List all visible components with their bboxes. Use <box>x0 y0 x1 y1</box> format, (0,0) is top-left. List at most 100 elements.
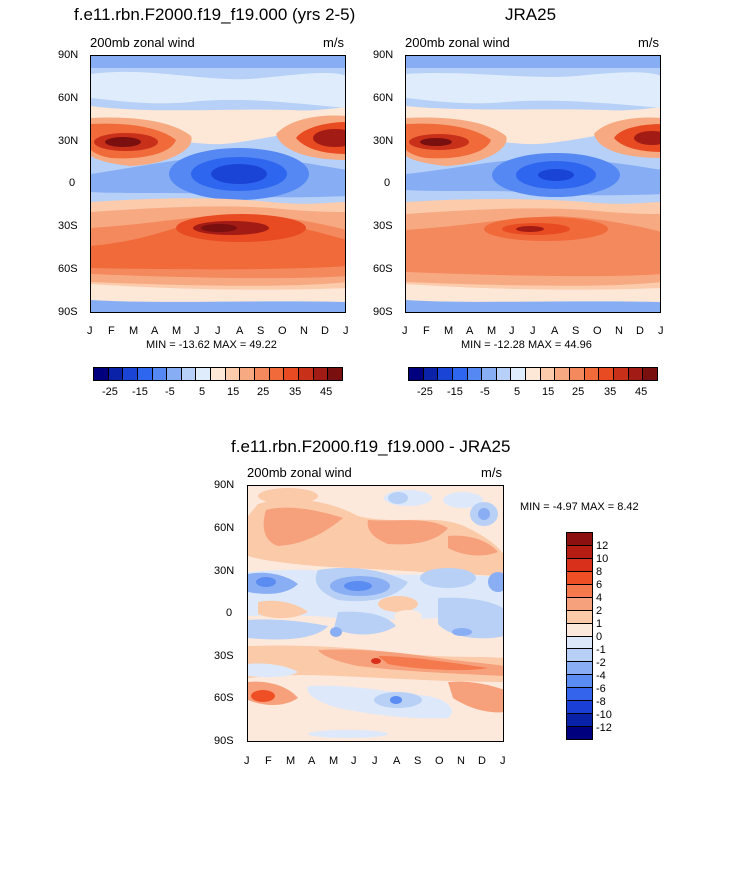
panel3-xtick-12: J <box>500 755 506 767</box>
panel3-eq-warm-2 <box>378 596 418 612</box>
panel2-ytick-90s: 90S <box>373 306 393 318</box>
panel1-cbar-label-3: 5 <box>199 386 206 398</box>
panel1-band-n-pole <box>91 56 345 68</box>
panel2-unit-label: m/s <box>638 35 659 50</box>
panel1-ytick-90n: 90N <box>58 49 79 61</box>
colorbar-swatch <box>567 545 592 559</box>
panel2-jet-s-max2 <box>516 226 544 232</box>
panel3-band-s-polar <box>248 716 503 741</box>
panel2-xtick-8: S <box>572 325 580 337</box>
panel1-jet-n-max <box>105 137 141 147</box>
colorbar-swatch <box>313 368 329 380</box>
panel1-xtick-6: J <box>215 325 221 337</box>
colorbar-swatch <box>452 368 468 380</box>
colorbar-swatch <box>567 662 592 676</box>
panel3-cool-4 <box>488 572 503 592</box>
panel3-cool-1-core <box>256 577 276 587</box>
panel3-eq-warm-3 <box>394 610 422 622</box>
panel3-sh-warm-core <box>371 658 381 664</box>
panel3-sh-cool-2-core <box>390 696 402 704</box>
colorbar-swatch <box>567 636 592 650</box>
colorbar-swatch <box>123 368 138 380</box>
colorbar-swatch <box>423 368 439 380</box>
panel3-plot <box>247 485 504 742</box>
panel3-eq-cool-1 <box>248 619 328 640</box>
panel1-band-s-transition <box>91 284 345 302</box>
panel2-xtick-4: M <box>487 325 497 337</box>
colorbar-swatch <box>511 368 527 380</box>
panel3-cbar-label-0: 12 <box>596 540 609 552</box>
colorbar-swatch <box>108 368 124 380</box>
panel2-ytick-0: 0 <box>384 177 391 189</box>
colorbar-swatch <box>643 368 657 380</box>
colorbar-swatch <box>567 597 592 611</box>
panel3-colorbar <box>566 532 593 740</box>
panel3-cbar-label-3: 6 <box>596 579 603 591</box>
panel3-ytick-90n: 90N <box>214 479 235 491</box>
panel3-cbar-label-1: 10 <box>596 553 609 565</box>
panel2-cbar-label-0: -25 <box>417 386 433 398</box>
panel2-cbar-label-5: 25 <box>572 386 585 398</box>
panel3-xtick-10: N <box>457 755 465 767</box>
panel3-cbar-label-12: -8 <box>596 696 606 708</box>
panel2-xtick-5: J <box>509 325 515 337</box>
panel2-xtick-1: F <box>423 325 430 337</box>
colorbar-swatch <box>584 368 600 380</box>
panel3-nh-warm-mid3 <box>448 535 498 556</box>
panel3-xtick-7: A <box>393 755 401 767</box>
panel2-band-s-polar <box>406 300 660 312</box>
panel3-cbar-label-7: 0 <box>596 631 603 643</box>
panel1-band-s-polar <box>91 300 345 312</box>
panel1-cbar-label-7: 45 <box>320 386 333 398</box>
panel1-xtick-9: O <box>278 325 287 337</box>
colorbar-swatch <box>298 368 314 380</box>
colorbar-swatch <box>599 368 614 380</box>
panel2-jet-n2-core <box>634 131 660 145</box>
panel2-easterly-core <box>538 169 574 181</box>
panel1-cbar-label-0: -25 <box>102 386 118 398</box>
panel1-ytick-30s: 30S <box>58 220 78 232</box>
panel3-xtick-2: M <box>286 755 296 767</box>
colorbar-swatch <box>567 701 592 715</box>
panel2-cbar-label-1: -15 <box>447 386 463 398</box>
colorbar-swatch <box>240 368 256 380</box>
colorbar-swatch <box>628 368 644 380</box>
panel1-xtick-2: M <box>129 325 139 337</box>
colorbar-swatch <box>409 368 424 380</box>
panel3-xtick-5: J <box>351 755 357 767</box>
panel1-left-label: 200mb zonal wind <box>90 35 195 50</box>
panel3-xtick-3: A <box>308 755 316 767</box>
colorbar-swatch <box>152 368 168 380</box>
colorbar-swatch <box>269 368 285 380</box>
panel3-title: f.e11.rbn.F2000.f19_f19.000 - JRA25 <box>231 437 511 456</box>
panel2-band-n-mid <box>406 72 660 108</box>
colorbar-swatch <box>167 368 182 380</box>
panel2-xtick-3: A <box>466 325 474 337</box>
panel3-xtick-1: F <box>265 755 272 767</box>
panel2-ytick-30n: 30N <box>373 135 394 147</box>
panel1-cbar-label-1: -15 <box>132 386 148 398</box>
panel3-polar-blob-6 <box>478 508 490 520</box>
panel3-cbar-label-10: -4 <box>596 670 606 682</box>
panel1-xtick-4: M <box>172 325 182 337</box>
panel3-left-label: 200mb zonal wind <box>247 465 352 480</box>
panel2-cbar-label-2: -5 <box>480 386 490 398</box>
panel2-ytick-60s: 60S <box>373 263 393 275</box>
panel2-cbar-label-7: 45 <box>635 386 648 398</box>
panel2-band-s-transition <box>406 284 660 302</box>
colorbar-swatch <box>284 368 299 380</box>
colorbar-swatch <box>555 368 571 380</box>
panel3-eq-cool-2 <box>334 611 396 635</box>
panel3-sh-cool-1 <box>248 663 298 678</box>
panel3-nh-warm-mid2 <box>367 520 448 545</box>
panel2-ytick-30s: 30S <box>373 220 393 232</box>
panel3-xtick-11: D <box>478 755 486 767</box>
panel1-jet-n2-core <box>313 129 345 147</box>
panel1-colorbar <box>93 367 343 381</box>
panel3-cool-2-core <box>344 581 372 591</box>
panel3-cbar-label-9: -2 <box>596 657 606 669</box>
panel1-ytick-0: 0 <box>69 177 76 189</box>
panel1-cbar-label-4: 15 <box>227 386 240 398</box>
colorbar-swatch <box>567 610 592 624</box>
panel3-polar-blob-4 <box>443 492 483 508</box>
